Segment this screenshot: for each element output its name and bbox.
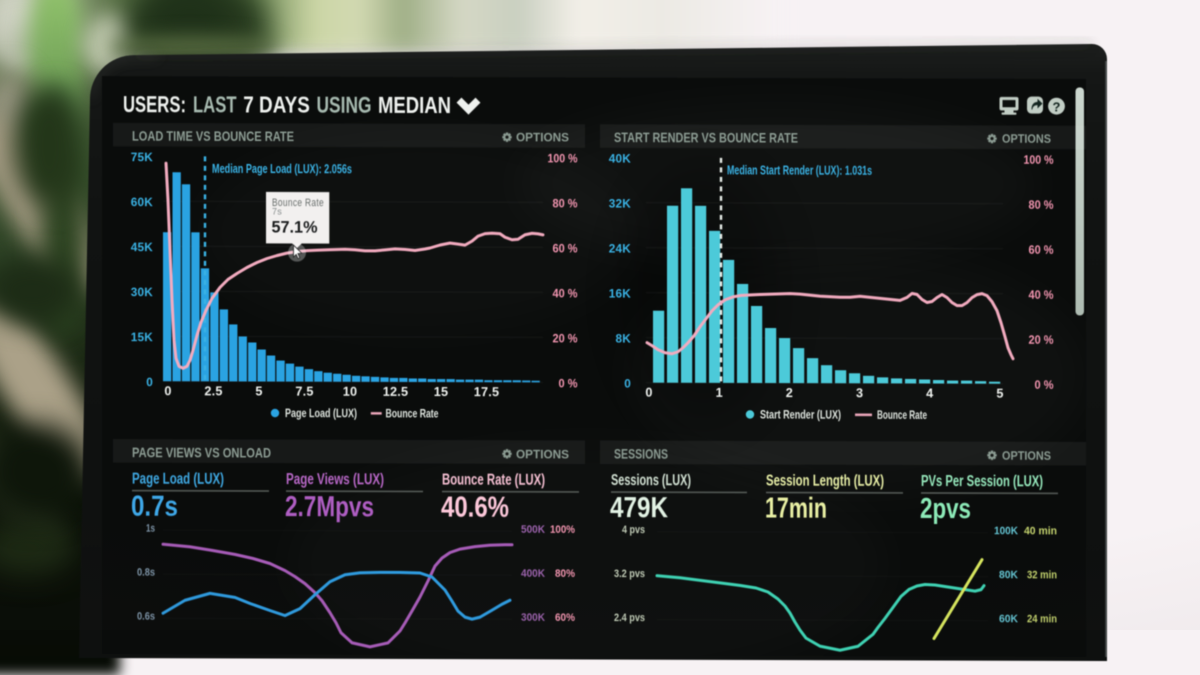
svg-text:OPTIONS: OPTIONS — [516, 130, 569, 144]
svg-text:Bounce Rate (LUX): Bounce Rate (LUX) — [442, 472, 545, 489]
svg-text:Median Start Render (LUX): 1.0: Median Start Render (LUX): 1.031s — [727, 163, 872, 177]
svg-text:40.6%: 40.6% — [441, 492, 509, 524]
svg-text:500K: 500K — [521, 524, 545, 536]
svg-text:MEDIAN: MEDIAN — [378, 92, 451, 118]
svg-text:Bounce Rate: Bounce Rate — [877, 410, 927, 422]
svg-text:0.6s: 0.6s — [137, 611, 155, 623]
svg-text:60%: 60% — [555, 612, 575, 624]
svg-text:60 %: 60 % — [1029, 243, 1054, 257]
svg-text:30K: 30K — [131, 285, 154, 299]
svg-text:60 %: 60 % — [553, 241, 578, 255]
svg-text:17.5: 17.5 — [474, 385, 499, 399]
svg-text:3.2 pvs: 3.2 pvs — [614, 568, 645, 580]
svg-text:OPTIONS: OPTIONS — [1002, 132, 1051, 146]
svg-text:PVs Per Session (LUX): PVs Per Session (LUX) — [921, 473, 1043, 490]
svg-text:0.8s: 0.8s — [137, 567, 155, 579]
svg-text:45K: 45K — [131, 240, 154, 254]
svg-text:60K: 60K — [999, 613, 1018, 625]
svg-text:100K: 100K — [994, 525, 1018, 537]
svg-text:7s: 7s — [272, 206, 282, 216]
svg-text:0.7s: 0.7s — [131, 491, 178, 523]
svg-text:0: 0 — [146, 375, 153, 389]
svg-text:17min: 17min — [765, 493, 827, 525]
svg-text:5: 5 — [996, 387, 1003, 401]
svg-text:400K: 400K — [521, 568, 545, 580]
svg-text:5: 5 — [255, 384, 262, 398]
svg-text:40 %: 40 % — [1029, 288, 1054, 302]
svg-text:24K: 24K — [609, 242, 632, 256]
svg-text:100 %: 100 % — [1024, 153, 1054, 167]
svg-text:2.7Mpvs: 2.7Mpvs — [285, 491, 374, 523]
svg-text:?: ? — [1053, 99, 1061, 114]
svg-text:300K: 300K — [521, 612, 545, 624]
svg-text:Start Render (LUX): Start Render (LUX) — [760, 409, 841, 421]
svg-text:3: 3 — [856, 386, 863, 400]
svg-text:Page Views (LUX): Page Views (LUX) — [286, 471, 384, 488]
svg-text:40 %: 40 % — [553, 286, 578, 300]
svg-text:80 %: 80 % — [553, 196, 578, 210]
svg-text:40K: 40K — [609, 152, 632, 166]
svg-text:57.1%: 57.1% — [272, 218, 318, 236]
svg-text:80K: 80K — [999, 569, 1018, 581]
svg-text:0 %: 0 % — [1035, 378, 1054, 392]
svg-text:2: 2 — [786, 386, 793, 400]
svg-text:START RENDER VS BOUNCE RATE: START RENDER VS BOUNCE RATE — [614, 129, 798, 146]
svg-text:Bounce Rate: Bounce Rate — [272, 197, 324, 209]
svg-text:7.5: 7.5 — [295, 385, 313, 399]
svg-text:Session Length (LUX): Session Length (LUX) — [766, 473, 884, 490]
svg-text:Page Load (LUX): Page Load (LUX) — [285, 408, 357, 420]
svg-text:2.4 pvs: 2.4 pvs — [614, 612, 645, 624]
svg-text:2pvs: 2pvs — [920, 493, 971, 525]
svg-text:0: 0 — [645, 386, 652, 400]
svg-text:15K: 15K — [131, 330, 154, 344]
svg-text:20 %: 20 % — [1029, 333, 1054, 347]
svg-text:SESSIONS: SESSIONS — [614, 446, 668, 462]
svg-text:USERS:: USERS: — [123, 91, 186, 117]
svg-text:4 pvs: 4 pvs — [622, 524, 645, 536]
svg-text:12.5: 12.5 — [383, 385, 408, 399]
svg-text:OPTIONS: OPTIONS — [516, 447, 569, 461]
svg-text:0: 0 — [164, 384, 171, 398]
svg-text:2.5: 2.5 — [204, 384, 222, 398]
svg-text:60K: 60K — [131, 195, 154, 209]
svg-text:1: 1 — [716, 386, 723, 400]
svg-text:32K: 32K — [609, 197, 632, 211]
svg-text:Bounce Rate: Bounce Rate — [386, 408, 439, 420]
svg-text:1s: 1s — [146, 523, 155, 535]
svg-text:80%: 80% — [555, 568, 575, 580]
svg-text:20 %: 20 % — [553, 331, 578, 345]
svg-text:15: 15 — [434, 385, 449, 399]
svg-text:8K: 8K — [616, 332, 632, 346]
svg-text:LAST: LAST — [193, 91, 237, 117]
svg-text:PAGE VIEWS VS ONLOAD: PAGE VIEWS VS ONLOAD — [132, 444, 271, 460]
svg-text:100 %: 100 % — [548, 151, 578, 165]
svg-text:Median Page Load (LUX): 2.056s: Median Page Load (LUX): 2.056s — [212, 162, 352, 176]
svg-text:32 min: 32 min — [1027, 569, 1057, 581]
svg-text:479K: 479K — [610, 492, 668, 524]
svg-text:100%: 100% — [550, 524, 575, 536]
svg-text:24 min: 24 min — [1027, 613, 1057, 625]
svg-text:7 DAYS: 7 DAYS — [243, 91, 309, 117]
svg-text:OPTIONS: OPTIONS — [1002, 449, 1051, 463]
svg-text:USING: USING — [317, 92, 372, 118]
svg-text:Page Load (LUX): Page Load (LUX) — [132, 471, 224, 488]
svg-text:0: 0 — [624, 377, 631, 391]
svg-text:80 %: 80 % — [1029, 198, 1054, 212]
svg-text:LOAD TIME VS BOUNCE RATE: LOAD TIME VS BOUNCE RATE — [132, 128, 294, 144]
svg-text:0 %: 0 % — [559, 376, 578, 390]
svg-text:10: 10 — [343, 385, 358, 399]
svg-text:Sessions (LUX): Sessions (LUX) — [611, 472, 691, 489]
svg-text:40 min: 40 min — [1024, 525, 1057, 537]
svg-text:16K: 16K — [609, 287, 632, 301]
svg-text:4: 4 — [926, 386, 933, 400]
svg-text:75K: 75K — [131, 150, 154, 164]
